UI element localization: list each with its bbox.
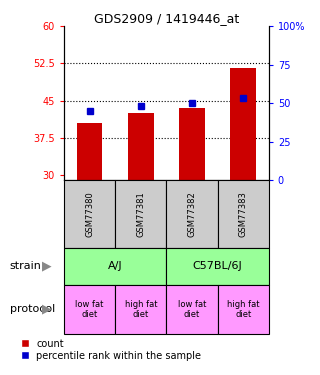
FancyBboxPatch shape: [64, 285, 115, 334]
Title: GDS2909 / 1419446_at: GDS2909 / 1419446_at: [94, 12, 239, 25]
Text: GSM77381: GSM77381: [136, 191, 145, 237]
Text: strain: strain: [10, 261, 42, 271]
Text: high fat
diet: high fat diet: [227, 300, 260, 319]
Text: A/J: A/J: [108, 261, 123, 271]
Text: low fat
diet: low fat diet: [76, 300, 104, 319]
Bar: [230, 68, 256, 180]
FancyBboxPatch shape: [166, 248, 269, 285]
FancyBboxPatch shape: [64, 180, 115, 248]
Text: GSM77380: GSM77380: [85, 191, 94, 237]
Text: protocol: protocol: [10, 304, 55, 314]
Text: low fat
diet: low fat diet: [178, 300, 206, 319]
FancyBboxPatch shape: [115, 180, 166, 248]
FancyBboxPatch shape: [218, 285, 269, 334]
Bar: [179, 108, 205, 180]
FancyBboxPatch shape: [166, 285, 218, 334]
Bar: [128, 113, 154, 180]
FancyBboxPatch shape: [166, 180, 218, 248]
Legend: count, percentile rank within the sample: count, percentile rank within the sample: [21, 339, 201, 360]
Text: ▶: ▶: [42, 303, 51, 316]
Text: high fat
diet: high fat diet: [124, 300, 157, 319]
Text: GSM77383: GSM77383: [239, 191, 248, 237]
Text: C57BL/6J: C57BL/6J: [193, 261, 243, 271]
FancyBboxPatch shape: [64, 248, 166, 285]
Text: GSM77382: GSM77382: [188, 191, 196, 237]
Bar: [77, 123, 102, 180]
Text: ▶: ▶: [42, 260, 51, 273]
FancyBboxPatch shape: [115, 285, 166, 334]
FancyBboxPatch shape: [218, 180, 269, 248]
